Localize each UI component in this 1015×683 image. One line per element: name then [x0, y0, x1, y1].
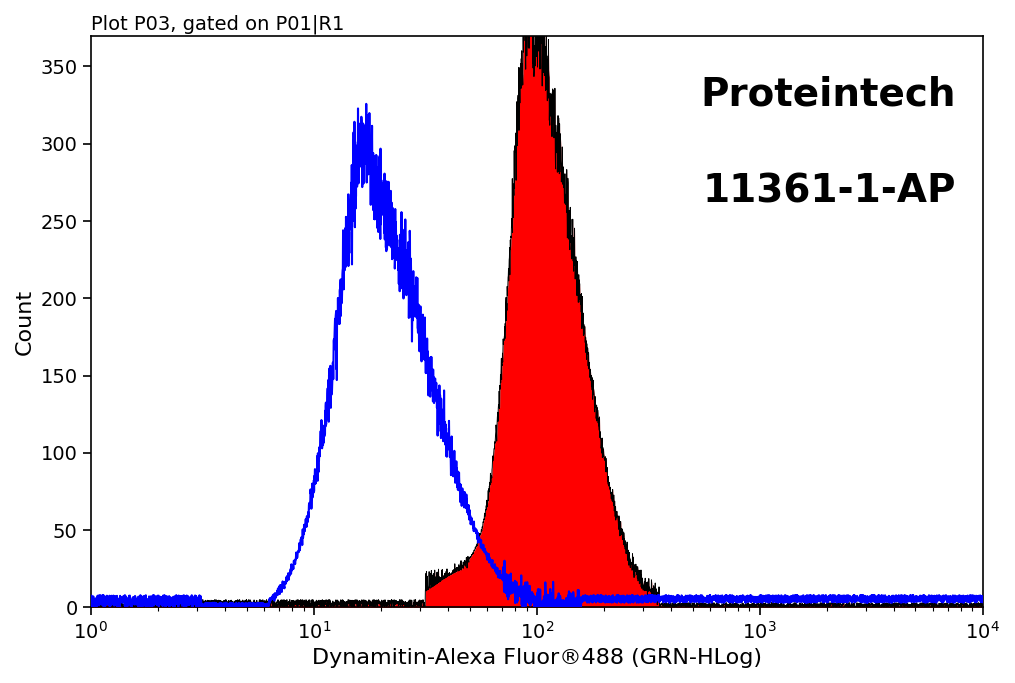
Y-axis label: Count: Count — [15, 288, 35, 354]
Text: Proteintech: Proteintech — [700, 76, 956, 113]
Text: Plot P03, gated on P01|R1: Plot P03, gated on P01|R1 — [91, 15, 344, 35]
X-axis label: Dynamitin-Alexa Fluor®488 (GRN-HLog): Dynamitin-Alexa Fluor®488 (GRN-HLog) — [312, 648, 761, 668]
Text: 11361-1-AP: 11361-1-AP — [702, 173, 956, 211]
